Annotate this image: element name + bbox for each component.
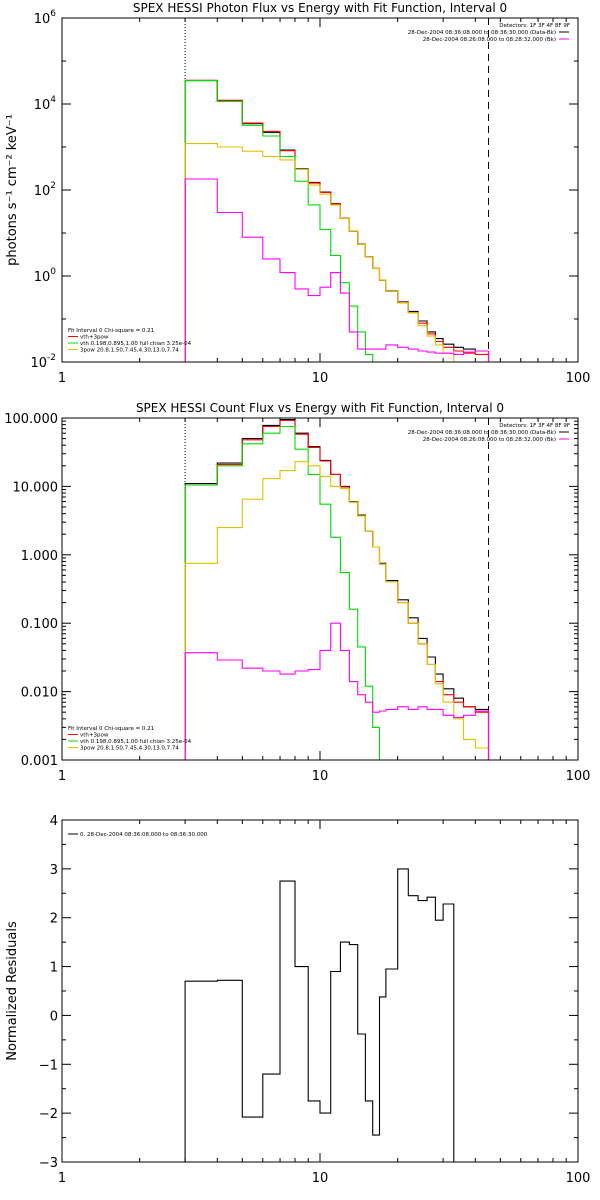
y-tick-label: 0.010 xyxy=(21,686,58,701)
plot-frame xyxy=(61,17,579,363)
y-tick-label: 1.000 xyxy=(21,549,58,564)
y-tick-exponent: -2 xyxy=(47,353,56,363)
y-tick-label: 3 xyxy=(50,863,58,878)
y-tick-label: 10-2 xyxy=(30,353,56,371)
y-tick-base: 10 xyxy=(34,98,51,113)
y-axis-label: photons s⁻¹ cm⁻² keV⁻¹ xyxy=(5,114,20,266)
y-tick-exponent: 2 xyxy=(50,181,56,191)
y-tick-label: −3 xyxy=(39,1156,58,1171)
series-3pow xyxy=(184,143,489,363)
header-note: 28-Dec-2004 08:26:08.000 to 08:28:32.000… xyxy=(423,437,556,443)
y-tick-base: 10 xyxy=(30,356,47,371)
y-tick-base: 10 xyxy=(34,12,51,27)
x-tick-label: 10 xyxy=(312,1171,329,1186)
panel-1: SPEX HESSI Count Flux vs Energy with Fit… xyxy=(4,401,590,784)
header-note: Detectors: 1F 3F 4F 8F 9F xyxy=(499,423,570,429)
header-note: Detectors: 1F 3F 4F 8F 9F xyxy=(499,23,570,29)
series-3pow xyxy=(184,461,490,760)
header-note: 28-Dec-2004 08:36:08.000 to 08:36:30.000… xyxy=(408,30,556,36)
y-tick-exponent: 6 xyxy=(50,9,56,19)
y-tick-base: 10 xyxy=(34,270,51,285)
y-tick-label: 100 xyxy=(34,267,57,285)
x-tick-label: 10 xyxy=(312,769,329,784)
y-tick-label: −1 xyxy=(39,1058,58,1073)
legend-entry: 3pow 20.8,1.50,7.45,4.30,13.0,7.74 xyxy=(80,746,179,752)
y-axis-label: Normalized Residuals xyxy=(5,921,20,1061)
series-residuals xyxy=(184,868,455,1162)
y-tick-label: 4 xyxy=(50,814,58,829)
chart-title: SPEX HESSI Count Flux vs Energy with Fit… xyxy=(136,401,504,415)
x-tick-label: 100 xyxy=(566,769,591,784)
y-tick-label: 1 xyxy=(50,961,58,976)
y-tick-base: 10 xyxy=(34,184,51,199)
series-data xyxy=(184,80,490,362)
y-tick-label: 104 xyxy=(34,95,57,113)
chart-title: SPEX HESSI Photon Flux vs Energy with Fi… xyxy=(133,1,507,15)
y-tick-label: −2 xyxy=(39,1107,58,1122)
panel-0: SPEX HESSI Photon Flux vs Energy with Fi… xyxy=(5,1,590,386)
x-tick-label: 1 xyxy=(58,769,66,784)
x-tick-label: 10 xyxy=(312,371,329,386)
series-background xyxy=(184,178,490,362)
series-vth xyxy=(184,80,386,363)
y-tick-label: 102 xyxy=(34,181,56,199)
header-note: 28-Dec-2004 08:36:08.000 to 08:36:30.000… xyxy=(408,430,556,436)
y-tick-label: 0 xyxy=(50,1009,58,1024)
legend-entry: 3pow 20.8,1.50,7.45,4.30,13.0,7.74 xyxy=(80,348,179,354)
series-background xyxy=(184,622,490,760)
plot-frame xyxy=(61,819,579,1163)
series-vth-3pow xyxy=(184,79,490,362)
legend-entry: vth 0.198,0.895,1.00 full chian 3.25e-04 xyxy=(80,341,192,347)
y-tick-label: 106 xyxy=(34,9,57,27)
x-tick-label: 1 xyxy=(58,371,66,386)
y-tick-label: 10.000 xyxy=(13,480,59,495)
y-tick-exponent: 4 xyxy=(50,95,56,105)
y-tick-label: 100.000 xyxy=(4,412,58,427)
legend-entry: vth+3pow xyxy=(80,335,109,341)
plot-frame xyxy=(61,417,579,761)
x-tick-label: 1 xyxy=(58,1171,66,1186)
y-tick-exponent: 0 xyxy=(50,267,56,277)
legend-entry: vth+3pow xyxy=(80,733,109,739)
y-tick-label: 0.001 xyxy=(21,754,58,769)
legend-entry: 0. 28-Dec-2004 08:36:08.000 to 08:36:30.… xyxy=(80,832,208,838)
legend-header: Fit Interval 0 Chi-square = 0.21 xyxy=(68,726,154,732)
x-tick-label: 100 xyxy=(566,371,591,386)
y-tick-label: 0.100 xyxy=(21,617,58,632)
legend-header: Fit Interval 0 Chi-square = 0.21 xyxy=(68,328,154,334)
y-tick-label: 2 xyxy=(50,912,58,927)
legend-entry: vth 0.198,0.895,1.00 full chian 3.25e-04 xyxy=(80,739,192,745)
x-tick-label: 100 xyxy=(566,1171,591,1186)
header-note: 28-Dec-2004 08:26:08.000 to 08:28:32.000… xyxy=(423,37,556,43)
series-vth xyxy=(184,425,386,761)
